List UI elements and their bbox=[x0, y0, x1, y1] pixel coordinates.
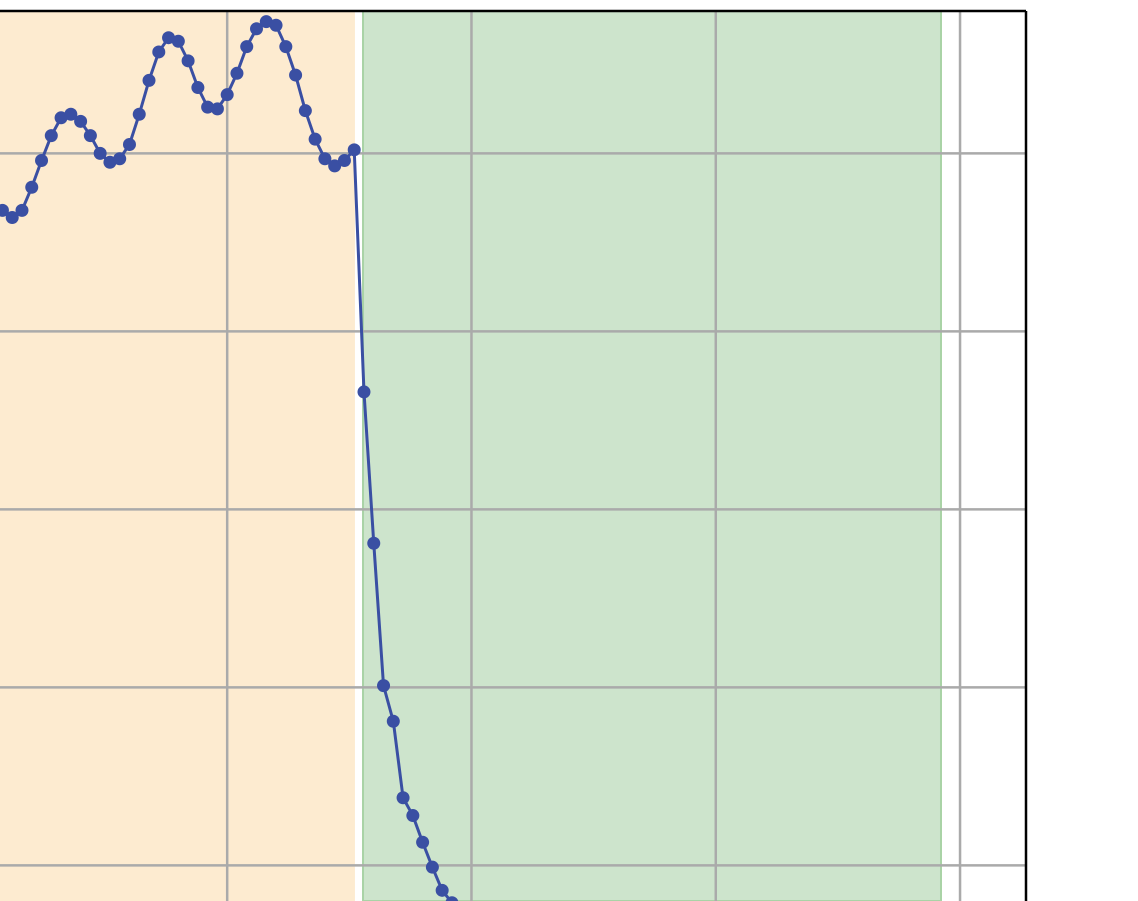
data-point bbox=[201, 100, 215, 114]
data-point bbox=[240, 40, 254, 54]
data-point bbox=[162, 31, 176, 45]
data-point bbox=[142, 73, 156, 87]
data-point bbox=[103, 155, 117, 169]
data-point bbox=[74, 114, 88, 128]
data-point bbox=[132, 107, 146, 121]
data-point bbox=[445, 896, 459, 901]
data-point bbox=[64, 107, 78, 121]
data-point bbox=[0, 203, 9, 217]
data-point bbox=[308, 132, 322, 146]
data-point bbox=[35, 154, 49, 168]
data-point bbox=[328, 159, 342, 173]
data-point bbox=[416, 835, 430, 849]
data-point bbox=[406, 809, 420, 823]
data-point bbox=[318, 152, 332, 166]
data-point bbox=[25, 180, 39, 194]
data-point bbox=[250, 22, 263, 36]
data-point bbox=[279, 40, 293, 54]
shaded-span bbox=[0, 11, 355, 901]
data-point bbox=[425, 860, 439, 874]
data-point bbox=[181, 54, 195, 68]
shaded-span bbox=[362, 11, 942, 901]
data-point bbox=[289, 68, 303, 82]
data-point bbox=[230, 66, 244, 80]
data-point bbox=[377, 679, 391, 693]
data-point bbox=[122, 138, 136, 151]
data-point bbox=[220, 88, 234, 102]
data-point bbox=[93, 146, 107, 160]
data-point bbox=[113, 152, 127, 166]
data-point bbox=[357, 385, 371, 399]
data-point bbox=[191, 81, 205, 95]
data-point bbox=[5, 210, 19, 224]
data-point bbox=[269, 18, 283, 32]
data-point bbox=[435, 883, 449, 897]
data-point bbox=[347, 143, 361, 157]
data-point bbox=[83, 129, 97, 143]
data-point bbox=[259, 15, 273, 29]
data-point bbox=[396, 791, 410, 805]
data-point bbox=[386, 714, 400, 728]
data-point bbox=[298, 104, 312, 118]
data-point bbox=[171, 34, 185, 48]
data-point bbox=[337, 154, 351, 168]
data-point bbox=[152, 45, 166, 59]
plot-area bbox=[0, 11, 1026, 901]
data-point bbox=[367, 536, 381, 550]
data-point bbox=[210, 102, 224, 116]
data-point bbox=[15, 203, 29, 217]
data-point bbox=[44, 129, 58, 143]
data-point bbox=[54, 111, 68, 125]
